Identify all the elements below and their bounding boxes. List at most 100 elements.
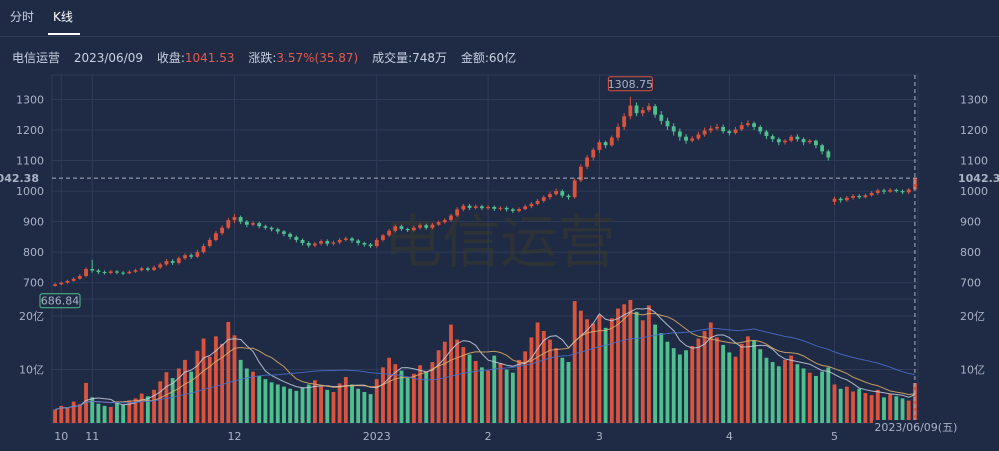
- volume-bar: [269, 382, 274, 423]
- volume-bar: [232, 335, 237, 423]
- volume-bars: [53, 300, 917, 423]
- candle-body: [331, 242, 336, 244]
- min-price-label: 686.84: [41, 295, 80, 308]
- volume-bar: [436, 350, 441, 423]
- candle-body: [467, 205, 472, 208]
- volume-bar: [195, 350, 200, 423]
- volume-bar: [288, 388, 293, 423]
- price-tick-left: 1100: [16, 155, 44, 168]
- volume-bar: [133, 398, 138, 423]
- volume-tick-left: 10亿: [19, 364, 44, 377]
- candle-body: [820, 145, 825, 152]
- volume-bar: [517, 359, 521, 423]
- volume-bar: [244, 368, 249, 423]
- price-tick-right: 700: [960, 277, 981, 290]
- plot-frame: [51, 74, 919, 424]
- volume-bar: [510, 372, 515, 423]
- candle-body: [517, 209, 521, 211]
- candle-body: [356, 240, 361, 244]
- volume-bar: [906, 400, 911, 423]
- candle-body: [906, 189, 911, 193]
- annotations: 1042.38 1042.38 2023/06/09(五) 1308.75 686.84: [0, 75, 999, 435]
- candle-body: [195, 252, 200, 257]
- candle-body: [374, 239, 379, 247]
- time-tick: 10: [54, 430, 68, 443]
- volume-bar: [442, 341, 447, 423]
- candle-body: [684, 136, 688, 141]
- volume-bar: [504, 369, 509, 423]
- candlesticks: [53, 96, 917, 287]
- close-value: 1041.53: [184, 51, 235, 65]
- candle-body: [238, 217, 243, 222]
- volume-bar: [121, 404, 126, 423]
- volume-value: 748万: [412, 51, 448, 65]
- volume-bar: [411, 373, 416, 423]
- candle-body: [381, 235, 385, 240]
- volume-bar: [319, 386, 323, 423]
- candle-body: [207, 239, 212, 247]
- candle-body: [176, 258, 181, 263]
- volume-bar: [59, 405, 64, 423]
- price-tick-left: 1200: [16, 124, 44, 137]
- volume-bar: [102, 405, 107, 423]
- volume-bar: [65, 408, 70, 423]
- candle-body: [257, 223, 262, 227]
- tab-kline[interactable]: K线: [53, 10, 73, 24]
- candle-body: [59, 282, 64, 285]
- volume-bar: [863, 393, 868, 423]
- candle-body: [220, 227, 225, 234]
- volume-tick-right: 10亿: [960, 364, 985, 377]
- max-price-box: [607, 76, 653, 92]
- volume-bar: [894, 396, 899, 423]
- candle-body: [566, 195, 571, 198]
- volume-bar: [362, 391, 367, 423]
- volume-bar: [430, 362, 435, 423]
- candle-body: [343, 238, 348, 240]
- candle-body: [53, 284, 58, 286]
- volume-bar: [214, 336, 218, 423]
- price-tick-right: 900: [960, 216, 981, 229]
- volume-bar: [857, 388, 862, 423]
- candle-body: [269, 227, 274, 230]
- volume-bar: [684, 350, 688, 423]
- crosshair-price-left: 1042.38: [0, 172, 39, 185]
- candle-body: [733, 129, 738, 134]
- candle-body: [362, 243, 367, 245]
- volume-bar: [659, 333, 664, 423]
- volume-bar: [739, 343, 744, 423]
- candle-body: [634, 105, 639, 114]
- quote-info-bar: 电信运营 2023/06/09 收盘:1041.53 涨跌:3.57%(35.8…: [12, 49, 526, 66]
- candle-body: [795, 136, 800, 140]
- price-tick-left: 900: [23, 216, 44, 229]
- active-tab-indicator: [48, 33, 80, 35]
- volume-bar: [337, 383, 342, 423]
- candle-body: [387, 230, 392, 236]
- candle-body: [350, 238, 354, 241]
- volume-bar: [634, 311, 639, 423]
- volume-bar: [158, 381, 163, 423]
- tab-time-sharing[interactable]: 分时: [10, 10, 35, 24]
- volume-bar: [653, 324, 658, 423]
- candle-body: [597, 142, 602, 150]
- chart-tab-bar: 分时 K线: [0, 0, 999, 37]
- candle-body: [535, 200, 540, 204]
- amount-value: 60亿: [488, 51, 517, 65]
- volume-bar: [832, 384, 837, 423]
- candle-body: [424, 225, 429, 228]
- candle-body: [288, 233, 293, 237]
- volume-ma-lines: [54, 307, 916, 411]
- volume-bar: [424, 371, 429, 423]
- volume-bar: [275, 384, 280, 423]
- volume-bar: [71, 401, 76, 423]
- volume-bar: [715, 337, 719, 423]
- volume-bar: [900, 398, 905, 423]
- volume-bar: [343, 377, 348, 423]
- volume-bar: [622, 304, 627, 423]
- candle-body: [882, 190, 886, 192]
- volume-bar: [300, 387, 305, 423]
- candle-body: [498, 207, 503, 209]
- candle-body: [96, 270, 101, 273]
- candle-body: [647, 106, 651, 111]
- volume-bar: [53, 409, 58, 423]
